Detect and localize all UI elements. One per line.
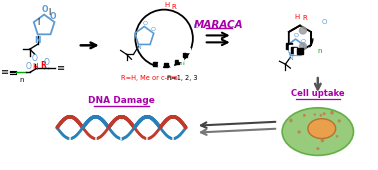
Text: n=1, 2, 3: n=1, 2, 3	[167, 75, 197, 81]
Text: ≡: ≡	[57, 63, 65, 73]
Bar	[186, 48, 190, 52]
Bar	[287, 43, 292, 49]
Bar	[153, 62, 157, 66]
Circle shape	[299, 43, 307, 50]
Bar	[291, 47, 297, 53]
Circle shape	[319, 114, 322, 117]
Text: R: R	[172, 4, 177, 10]
Text: O: O	[150, 27, 155, 32]
Bar	[183, 53, 187, 57]
Circle shape	[297, 130, 301, 134]
Text: R: R	[302, 15, 307, 21]
Text: H: H	[294, 14, 300, 20]
Text: n: n	[19, 77, 23, 83]
Bar	[158, 63, 163, 67]
Ellipse shape	[308, 119, 336, 139]
Ellipse shape	[282, 108, 353, 155]
Text: H: H	[33, 63, 38, 72]
Circle shape	[303, 114, 306, 117]
Circle shape	[321, 139, 324, 142]
Circle shape	[313, 113, 316, 116]
Text: ≡: ≡	[1, 67, 9, 77]
Circle shape	[338, 119, 341, 123]
Text: n: n	[180, 58, 184, 67]
Text: O: O	[143, 21, 148, 26]
Bar	[175, 60, 179, 64]
Text: R=H, Me or c-Pro: R=H, Me or c-Pro	[121, 75, 178, 81]
Circle shape	[289, 119, 293, 122]
Text: O: O	[193, 23, 198, 29]
Text: N: N	[136, 45, 141, 50]
Text: Cell uptake: Cell uptake	[291, 89, 345, 98]
Text: O: O	[31, 54, 37, 63]
Circle shape	[323, 112, 326, 115]
Bar	[288, 45, 294, 51]
Bar	[164, 63, 168, 67]
Bar	[294, 48, 300, 54]
Circle shape	[299, 27, 307, 34]
Text: I: I	[38, 18, 40, 27]
Circle shape	[336, 135, 338, 138]
Text: O: O	[322, 19, 327, 24]
Text: n: n	[318, 48, 322, 54]
Circle shape	[316, 147, 319, 150]
Text: O: O	[301, 39, 306, 44]
Text: H: H	[164, 2, 170, 8]
Circle shape	[330, 111, 334, 115]
Text: N: N	[288, 56, 293, 61]
Text: MARACA: MARACA	[194, 20, 243, 30]
Text: O: O	[42, 5, 48, 14]
Bar	[297, 48, 303, 54]
Text: O: O	[294, 33, 299, 38]
Bar	[179, 57, 183, 61]
Text: I: I	[48, 8, 50, 17]
Text: N: N	[34, 36, 41, 45]
Text: O: O	[25, 62, 31, 71]
Text: DNA Damage: DNA Damage	[88, 96, 155, 105]
Text: O: O	[49, 12, 56, 21]
Bar	[169, 62, 174, 66]
Text: O: O	[43, 58, 49, 67]
Text: R: R	[40, 61, 46, 70]
